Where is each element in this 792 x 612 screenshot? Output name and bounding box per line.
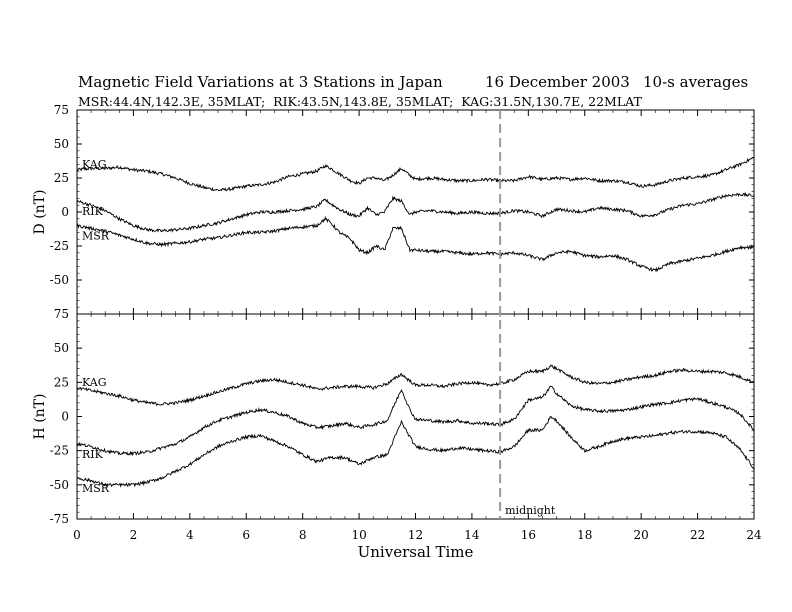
x-tick-label: 18 — [577, 528, 592, 542]
series-line-rik — [76, 191, 755, 233]
y-tick-label: -75 — [50, 512, 69, 526]
y-tick-label: -50 — [50, 273, 69, 287]
series-line-rik — [76, 385, 755, 457]
series-line-msr — [76, 215, 755, 273]
x-axis-label: Universal Time — [358, 543, 474, 561]
series-line-kag — [76, 157, 755, 192]
x-tick-label: 22 — [690, 528, 705, 542]
y-tick-label: -25 — [50, 444, 69, 458]
y-tick-label: 50 — [54, 341, 69, 355]
y-tick-label: 50 — [54, 137, 69, 151]
x-tick-label: 8 — [299, 528, 307, 542]
x-tick-label: 6 — [242, 528, 250, 542]
x-tick-label: 16 — [521, 528, 536, 542]
series-label-kag: KAG — [82, 158, 107, 171]
y-tick-label: 0 — [61, 205, 69, 219]
x-tick-label: 0 — [73, 528, 81, 542]
x-tick-label: 20 — [634, 528, 649, 542]
y-tick-label: 75 — [54, 103, 69, 117]
x-tick-label: 4 — [186, 528, 194, 542]
x-tick-label: 10 — [351, 528, 366, 542]
y-tick-label: 0 — [61, 410, 69, 424]
y-tick-label: 25 — [54, 171, 69, 185]
x-tick-label: 2 — [130, 528, 138, 542]
series-label-msr: MSR — [82, 482, 110, 495]
station-info: MSR:44.4N,142.3E, 35MLAT; RIK:43.5N,143.… — [78, 94, 642, 109]
averaging-label: 10-s averages — [643, 73, 749, 91]
series-label-msr: MSR — [82, 230, 110, 243]
series-line-kag — [76, 364, 755, 407]
series-line-msr — [76, 415, 755, 488]
chart-title: Magnetic Field Variations at 3 Stations … — [78, 73, 443, 91]
series-label-kag: KAG — [82, 376, 107, 389]
y-tick-label: -50 — [50, 478, 69, 492]
series-label-rik: RIK — [82, 205, 104, 218]
y-tick-label: 75 — [54, 307, 69, 321]
x-tick-label: 12 — [408, 528, 423, 542]
y-axis-label: D (nT) — [32, 190, 48, 235]
y-tick-label: -25 — [50, 239, 69, 253]
x-tick-label: 24 — [746, 528, 762, 542]
midnight-label: midnight — [505, 504, 556, 517]
series-label-rik: RIK — [82, 448, 104, 461]
x-tick-label: 14 — [464, 528, 480, 542]
y-axis-label: H (nT) — [32, 394, 48, 440]
chart-date: 16 December 2003 — [485, 73, 630, 91]
y-tick-label: 25 — [54, 375, 69, 389]
